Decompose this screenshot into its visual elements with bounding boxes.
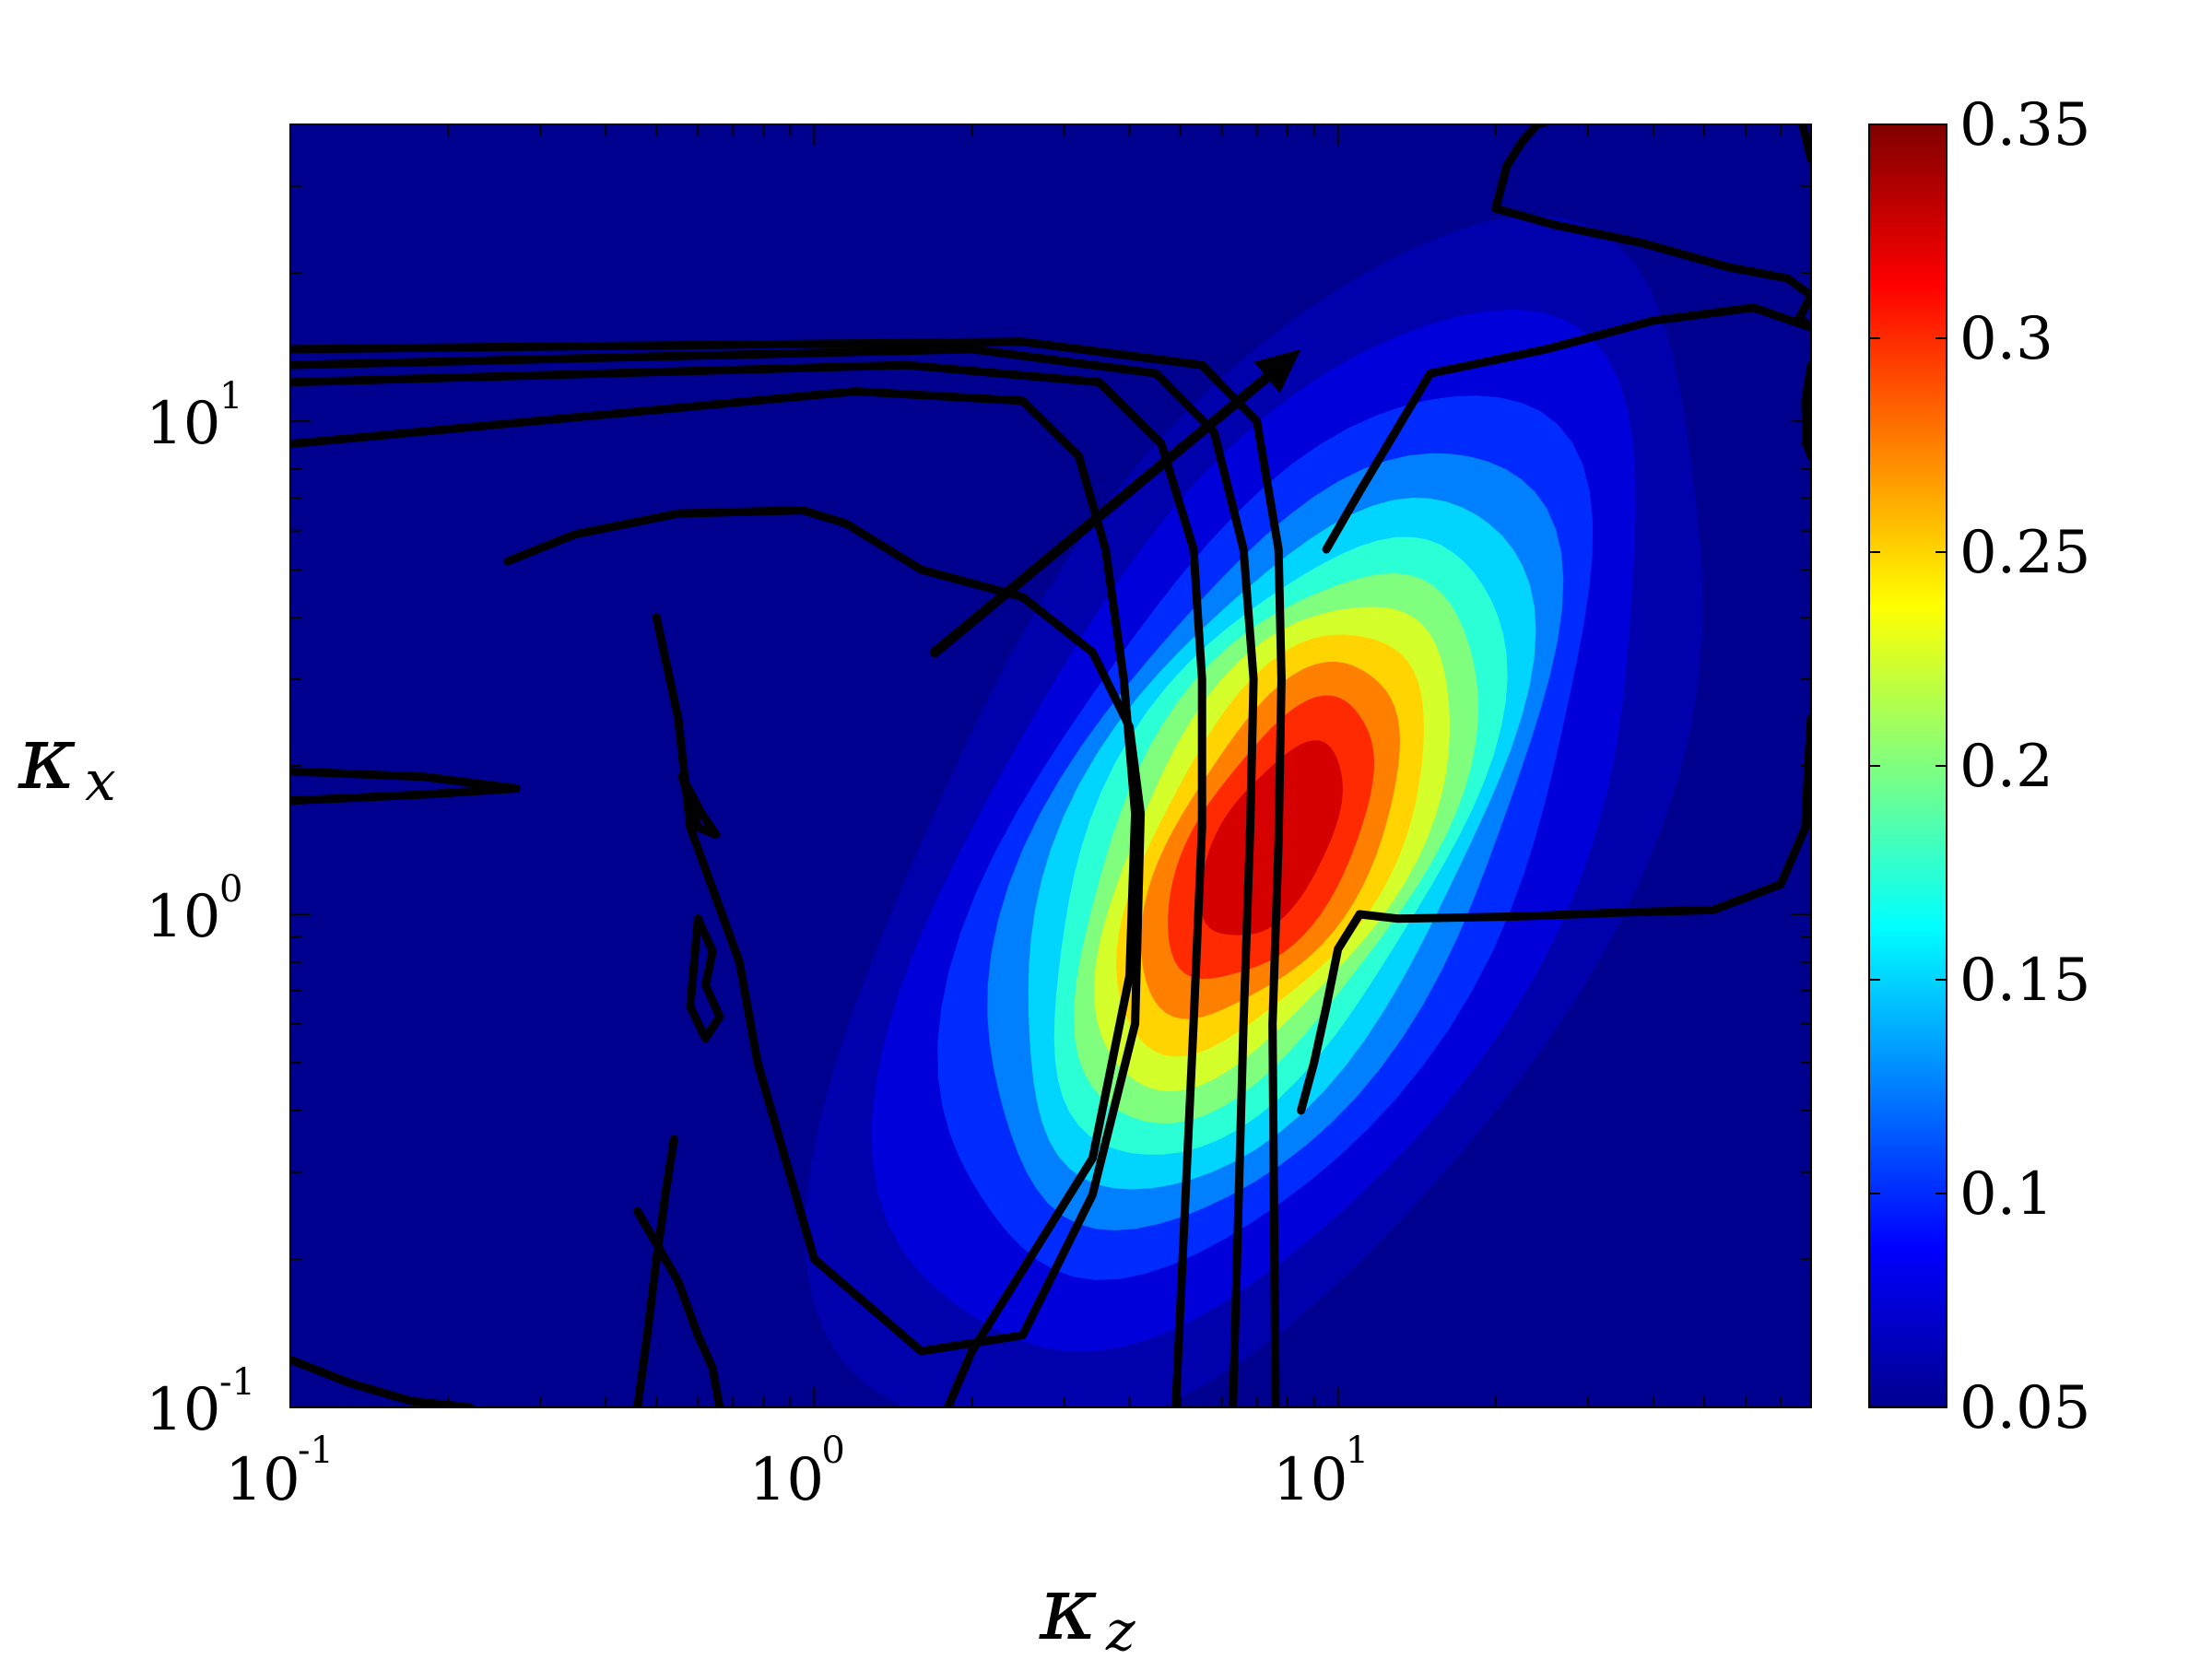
x-axis-label-subscript: z	[1105, 1599, 1135, 1659]
contour-line	[290, 345, 1258, 1407]
y-tick-label: 10	[146, 883, 220, 951]
x-axis-label-symbol: κ	[1039, 1557, 1098, 1659]
contour-line	[1491, 204, 1811, 332]
y-tick-label: 10	[146, 1376, 220, 1444]
contour-line	[1491, 124, 1553, 213]
colorbar-tick-label: 0.25	[1959, 519, 2091, 587]
contour-line	[652, 613, 762, 1067]
contour-fill-band	[1200, 740, 1343, 935]
colorbar-tick-label: 0.2	[1959, 733, 2053, 801]
y-axis-label-subscript: x	[85, 749, 116, 814]
colorbar-ticks: 0.05 0.1 0.15 0.2 0.25 0.3 0.35	[1869, 91, 2091, 1442]
x-tick-label: 10	[1273, 1446, 1347, 1514]
contour-line	[290, 337, 1286, 1407]
y-axis-label: κ x	[18, 706, 116, 814]
contour-line	[633, 1135, 678, 1407]
x-tick-label: 10	[749, 1446, 824, 1514]
colorbar-gradient	[1868, 124, 1947, 1408]
contour-line	[290, 1355, 475, 1407]
contour-lines	[290, 124, 1811, 1407]
arrow-shaft	[929, 372, 1273, 658]
contour-line	[290, 360, 1206, 1407]
y-tick-exponent: 1	[219, 375, 242, 418]
x-tick-exponent: -1	[298, 1430, 334, 1472]
contour-line	[1798, 124, 1811, 164]
contour-line	[290, 767, 521, 806]
contour-line	[1297, 910, 1364, 1115]
y-tick-label: 10	[146, 390, 220, 458]
colorbar-tick-label: 0.3	[1959, 305, 2053, 373]
y-tick-exponent: 0	[219, 868, 242, 911]
x-tick-label: 10	[225, 1446, 300, 1514]
y-tick-exponent: -1	[219, 1361, 255, 1404]
y-axis-label-symbol: κ	[18, 706, 76, 809]
arrow-head	[1253, 348, 1301, 394]
contour-line	[677, 772, 721, 840]
colorbar-tick-label: 0.05	[1959, 1374, 2091, 1442]
colorbar-tick-label: 0.15	[1959, 947, 2091, 1015]
colorbar-tick-label: 0.1	[1959, 1160, 2053, 1229]
x-ticks: 10-1 100 101	[225, 124, 1812, 1514]
x-axis-label: κ z	[1039, 1557, 1135, 1659]
x-tick-exponent: 1	[1346, 1430, 1369, 1472]
contour-line	[633, 1206, 724, 1407]
contour-line	[503, 506, 1146, 1356]
colorbar-tick-label: 0.35	[1959, 91, 2091, 159]
x-tick-exponent: 0	[821, 1430, 844, 1472]
contour-line	[290, 387, 1140, 1407]
contour-line	[686, 914, 724, 1043]
contour-line	[1355, 713, 1811, 924]
contour-line	[1322, 303, 1811, 554]
colorbar: 0.05 0.1 0.15 0.2 0.25 0.3 0.35	[1868, 91, 2091, 1442]
arrow-layer	[929, 348, 1301, 658]
contour-line	[1801, 360, 1811, 461]
